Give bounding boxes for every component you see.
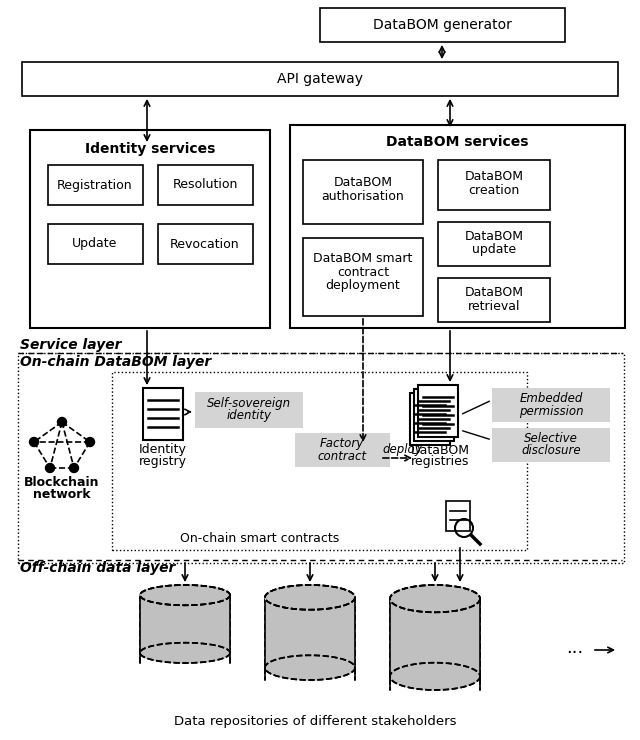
- Text: Data repositories of different stakeholders: Data repositories of different stakehold…: [173, 716, 456, 728]
- Bar: [438, 160, 550, 210]
- Bar: [48, 165, 143, 205]
- Text: Off-chain data layer: Off-chain data layer: [20, 561, 175, 575]
- Text: DataBOM generator: DataBOM generator: [372, 18, 511, 32]
- Text: DataBOM: DataBOM: [410, 443, 470, 457]
- Bar: [438, 222, 550, 266]
- Polygon shape: [390, 585, 480, 612]
- Polygon shape: [265, 656, 355, 680]
- Bar: [140, 595, 230, 653]
- Text: disclosure: disclosure: [521, 445, 581, 457]
- Text: Identity: Identity: [139, 443, 187, 457]
- Bar: [290, 125, 625, 328]
- Text: authorisation: authorisation: [322, 189, 404, 203]
- Bar: [158, 224, 253, 264]
- Bar: [303, 238, 423, 316]
- Text: On-chain DataBOM layer: On-chain DataBOM layer: [20, 355, 211, 369]
- Bar: [112, 372, 527, 550]
- Bar: [303, 160, 423, 224]
- Text: Factory: Factory: [320, 437, 364, 451]
- Text: Selective: Selective: [524, 432, 578, 445]
- Bar: [390, 599, 480, 676]
- Text: Resolution: Resolution: [172, 178, 237, 192]
- Circle shape: [29, 437, 38, 446]
- Polygon shape: [265, 585, 355, 610]
- Text: On-chain smart contracts: On-chain smart contracts: [180, 531, 339, 545]
- Polygon shape: [265, 585, 355, 610]
- Text: DataBOM: DataBOM: [465, 170, 524, 184]
- Polygon shape: [390, 663, 480, 690]
- Text: contract: contract: [317, 449, 367, 462]
- Polygon shape: [390, 585, 480, 612]
- Bar: [18, 353, 624, 563]
- Bar: [492, 388, 610, 422]
- Bar: [414, 389, 454, 441]
- Bar: [265, 597, 355, 667]
- Text: ...: ...: [566, 639, 584, 657]
- Bar: [143, 388, 183, 440]
- Circle shape: [86, 437, 95, 446]
- Polygon shape: [140, 585, 230, 605]
- Bar: [418, 385, 458, 437]
- Text: Blockchain: Blockchain: [24, 476, 100, 488]
- Text: DataBOM smart: DataBOM smart: [314, 252, 413, 266]
- Bar: [30, 130, 270, 328]
- Text: update: update: [472, 243, 516, 257]
- Text: API gateway: API gateway: [277, 72, 363, 86]
- Text: Self-sovereign: Self-sovereign: [207, 397, 291, 409]
- Bar: [320, 8, 565, 42]
- Bar: [492, 428, 610, 462]
- Polygon shape: [140, 585, 230, 605]
- Text: Service layer: Service layer: [20, 338, 122, 352]
- Text: Identity services: Identity services: [85, 142, 215, 156]
- Text: Revocation: Revocation: [170, 238, 240, 251]
- Text: contract: contract: [337, 266, 389, 278]
- Circle shape: [45, 463, 54, 473]
- Text: retrieval: retrieval: [468, 300, 520, 312]
- Text: registries: registries: [411, 456, 469, 468]
- Text: registry: registry: [139, 456, 187, 468]
- Text: network: network: [33, 488, 91, 502]
- Circle shape: [70, 463, 79, 473]
- Text: DataBOM: DataBOM: [465, 230, 524, 243]
- Bar: [446, 501, 470, 531]
- Bar: [295, 433, 390, 467]
- Text: deployment: deployment: [326, 278, 401, 292]
- Bar: [22, 62, 618, 96]
- Bar: [195, 392, 303, 428]
- Text: DataBOM: DataBOM: [465, 286, 524, 300]
- Text: DataBOM: DataBOM: [333, 177, 392, 189]
- Polygon shape: [140, 643, 230, 663]
- Circle shape: [58, 417, 67, 426]
- Bar: [438, 278, 550, 322]
- Bar: [265, 597, 355, 667]
- Bar: [390, 599, 480, 676]
- Bar: [140, 595, 230, 653]
- Bar: [410, 393, 450, 445]
- Text: DataBOM services: DataBOM services: [386, 135, 528, 149]
- Text: permission: permission: [518, 405, 583, 417]
- Text: deploy: deploy: [382, 443, 422, 456]
- Text: identity: identity: [227, 408, 271, 422]
- Text: Registration: Registration: [57, 178, 133, 192]
- Bar: [158, 165, 253, 205]
- Bar: [48, 224, 143, 264]
- Text: Embedded: Embedded: [519, 392, 582, 406]
- Text: creation: creation: [468, 184, 520, 197]
- Text: Update: Update: [72, 238, 118, 251]
